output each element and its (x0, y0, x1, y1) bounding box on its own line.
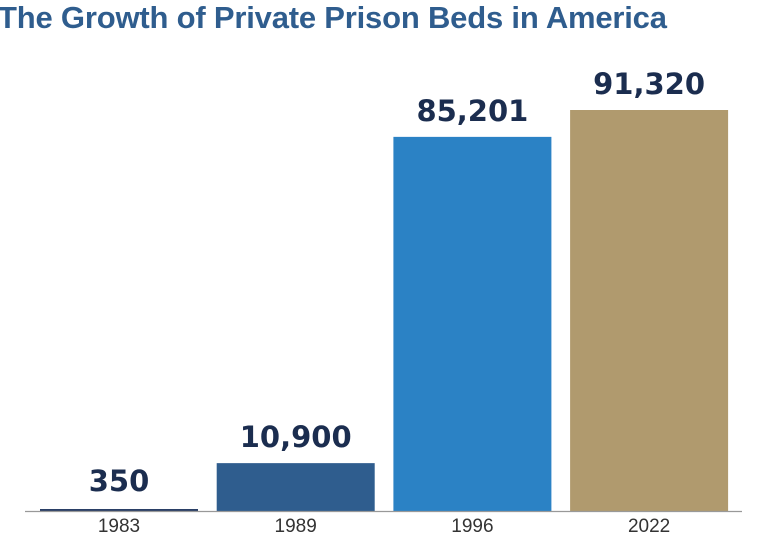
bar-2022 (570, 110, 729, 511)
chart-title: The Growth of Private Prison Beds in Ame… (0, 0, 667, 35)
x-tick-1989: 1989 (275, 516, 317, 533)
data-label-1996: 85,201 (416, 94, 528, 128)
x-tick-2022: 2022 (628, 516, 670, 533)
x-tick-1983: 1983 (98, 516, 140, 533)
bar-1983 (40, 509, 198, 511)
bar-1996 (393, 136, 552, 512)
data-label-1983: 350 (89, 464, 150, 498)
data-label-1989: 10,900 (240, 420, 352, 454)
data-label-2022: 91,320 (593, 67, 705, 101)
bar-1989 (216, 463, 375, 511)
x-tick-1996: 1996 (451, 516, 493, 533)
